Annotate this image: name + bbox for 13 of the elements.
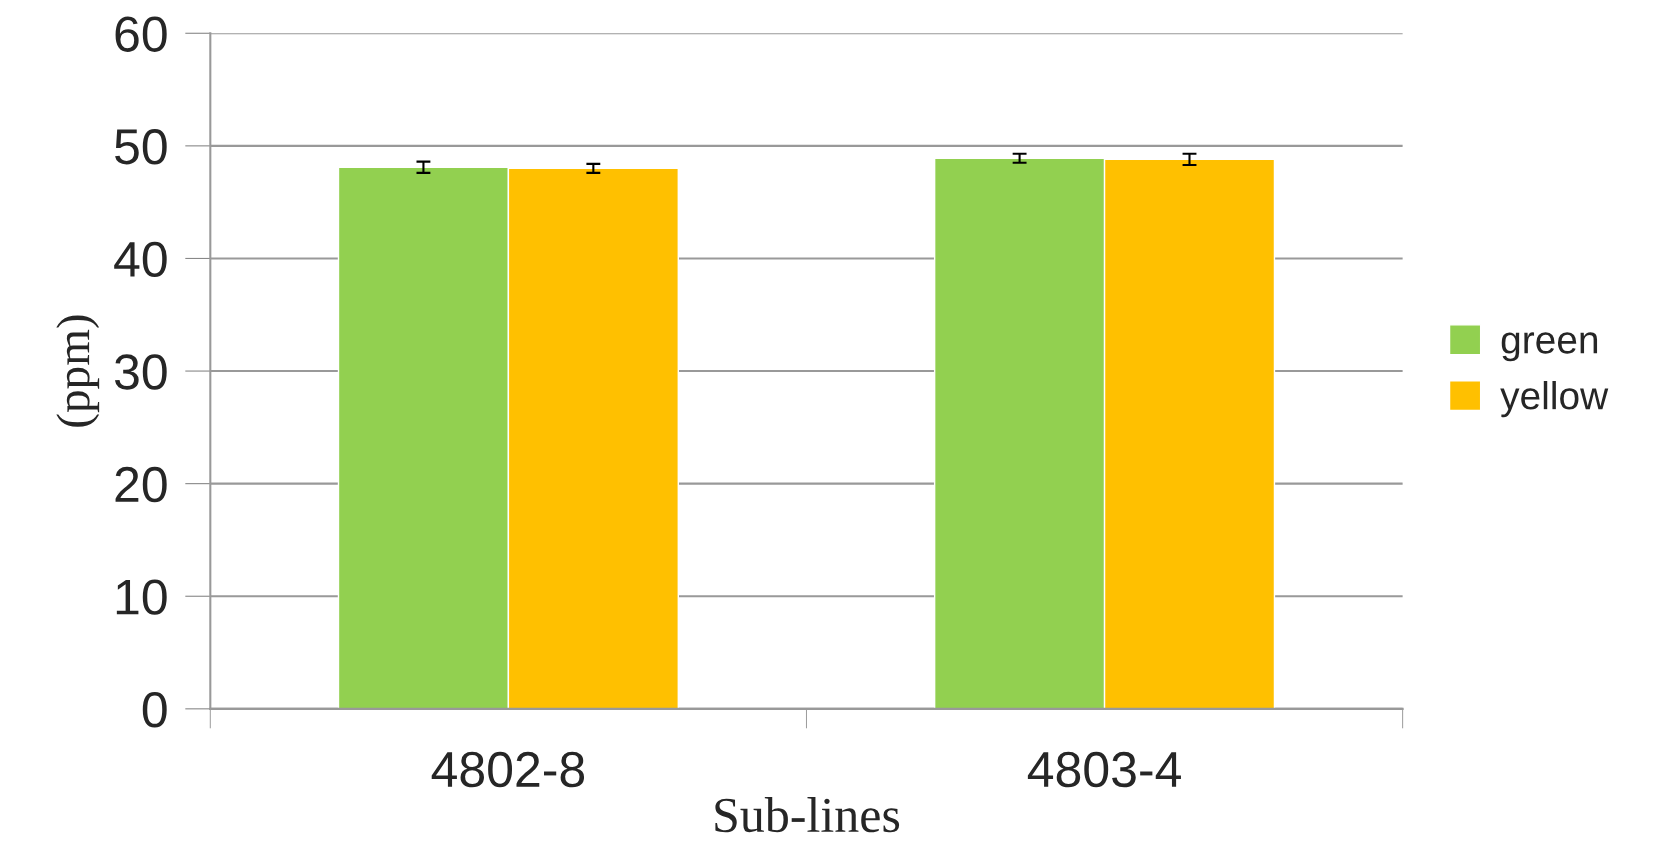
x-tick-label: 4802-8	[431, 751, 585, 788]
legend-label: green	[1501, 332, 1598, 362]
legend-label: yellow	[1500, 380, 1609, 418]
x-tick-label: 4803-4	[1027, 751, 1181, 788]
y-tick-label: 40	[114, 241, 167, 278]
y-axis-title: (ppm)	[56, 315, 100, 427]
y-tick-label: 0	[142, 692, 167, 728]
y-tick-label: 50	[115, 129, 167, 165]
y-tick-label: 10	[116, 579, 167, 615]
y-tick-label: 60	[115, 16, 167, 52]
y-tick-label: 30	[114, 354, 167, 390]
x-axis-title: Sub-lines	[715, 797, 900, 833]
y-tick-label: 20	[115, 466, 167, 503]
